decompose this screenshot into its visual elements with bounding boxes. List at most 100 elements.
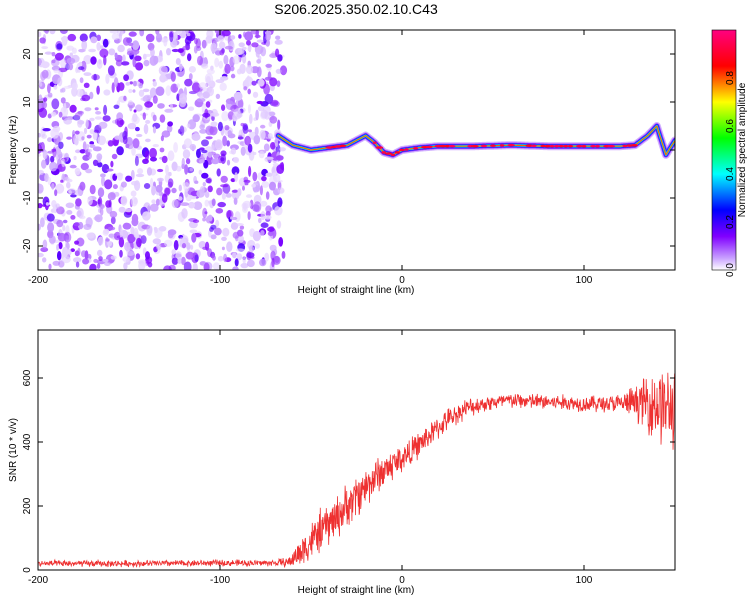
noise-blob: [254, 243, 260, 249]
noise-blob: [40, 61, 50, 69]
noise-blob: [73, 222, 80, 227]
noise-blob: [263, 83, 270, 95]
noise-blob: [128, 31, 137, 37]
noise-blob: [231, 189, 238, 193]
noise-blob: [276, 179, 283, 183]
noise-blob: [78, 66, 85, 71]
noise-blob: [163, 239, 173, 247]
noise-blob: [78, 49, 85, 53]
noise-blob: [271, 257, 275, 268]
noise-blob: [128, 88, 133, 94]
noise-blob: [159, 114, 166, 123]
noise-blob: [69, 104, 77, 113]
noise-blob: [66, 210, 73, 215]
ridge-hotspot: [607, 144, 616, 148]
noise-blob: [226, 241, 233, 252]
noise-blob: [120, 195, 128, 206]
noise-blob: [74, 167, 81, 176]
noise-blob: [211, 198, 216, 207]
noise-blob: [109, 210, 118, 218]
noise-blob: [114, 52, 118, 59]
noise-blob: [171, 48, 180, 53]
noise-blob: [244, 31, 254, 41]
noise-blob: [255, 30, 259, 39]
noise-blob: [185, 158, 191, 165]
noise-blob: [220, 175, 228, 183]
noise-blob: [139, 262, 148, 267]
noise-blob: [220, 157, 225, 162]
top-y-axis: 20 10 0 -10 -20: [22, 48, 675, 253]
noise-blob: [105, 73, 110, 84]
noise-blob: [152, 95, 158, 104]
noise-blob: [39, 37, 46, 44]
noise-blob: [247, 104, 251, 114]
noise-blob: [151, 199, 156, 204]
noise-blob: [86, 143, 90, 150]
noise-blob: [59, 30, 68, 34]
ridge-hotspot: [558, 144, 564, 148]
y-tick-label: 0: [22, 567, 33, 573]
noise-blob: [97, 249, 103, 257]
noise-blob: [224, 63, 231, 74]
noise-blob: [118, 237, 125, 248]
noise-blob: [43, 97, 48, 102]
noise-blob: [159, 147, 165, 153]
noise-blob: [135, 253, 141, 260]
noise-blob: [63, 118, 72, 125]
noise-blob: [119, 119, 125, 126]
noise-blob: [50, 155, 55, 163]
noise-blob: [196, 148, 201, 159]
y-tick-label: 200: [22, 497, 33, 514]
noise-blob: [279, 65, 288, 76]
noise-blob: [135, 173, 145, 178]
noise-blob: [92, 159, 99, 166]
noise-blob: [145, 119, 151, 124]
noise-blob: [54, 52, 64, 61]
noise-blob: [175, 30, 183, 35]
ridge-layer: [274, 122, 675, 159]
noise-blob: [155, 33, 163, 43]
noise-blob: [207, 214, 213, 222]
noise-blob: [155, 198, 160, 206]
noise-blob: [214, 30, 222, 34]
noise-blob: [149, 177, 154, 189]
noise-blob: [231, 166, 240, 176]
noise-blob: [240, 122, 245, 127]
noise-blob: [42, 150, 48, 160]
noise-blob: [122, 54, 126, 63]
noise-blob: [249, 199, 254, 210]
noise-blob: [99, 48, 109, 58]
noise-blob: [192, 114, 200, 123]
noise-blob: [226, 159, 231, 166]
noise-blob: [277, 119, 281, 130]
noise-blob: [276, 220, 282, 229]
noise-blob: [83, 82, 90, 89]
noise-blob: [240, 146, 246, 156]
noise-blob: [182, 45, 191, 51]
noise-blob: [181, 208, 188, 219]
noise-blob: [275, 48, 280, 58]
noise-blob: [45, 202, 50, 206]
noise-blob: [61, 87, 66, 93]
noise-blob: [135, 126, 140, 132]
x-tick-label: -200: [28, 575, 48, 586]
noise-blob: [247, 143, 253, 153]
noise-blob: [210, 144, 215, 151]
noise-blob: [79, 215, 86, 220]
noise-blob: [129, 81, 133, 85]
noise-blob: [100, 173, 106, 178]
noise-blob: [128, 100, 134, 106]
noise-blob: [182, 149, 191, 159]
ridge-hotspot: [384, 152, 392, 155]
noise-blob: [221, 236, 227, 241]
noise-blob: [134, 55, 142, 62]
noise-blob: [197, 55, 203, 66]
noise-blob: [168, 178, 174, 188]
noise-blob: [97, 199, 101, 205]
noise-blob: [52, 147, 57, 158]
ridge-hotspot: [375, 146, 384, 149]
noise-blob: [165, 85, 172, 97]
noise-blob: [275, 68, 282, 74]
noise-blob: [221, 30, 231, 37]
noise-blob: [170, 83, 179, 93]
